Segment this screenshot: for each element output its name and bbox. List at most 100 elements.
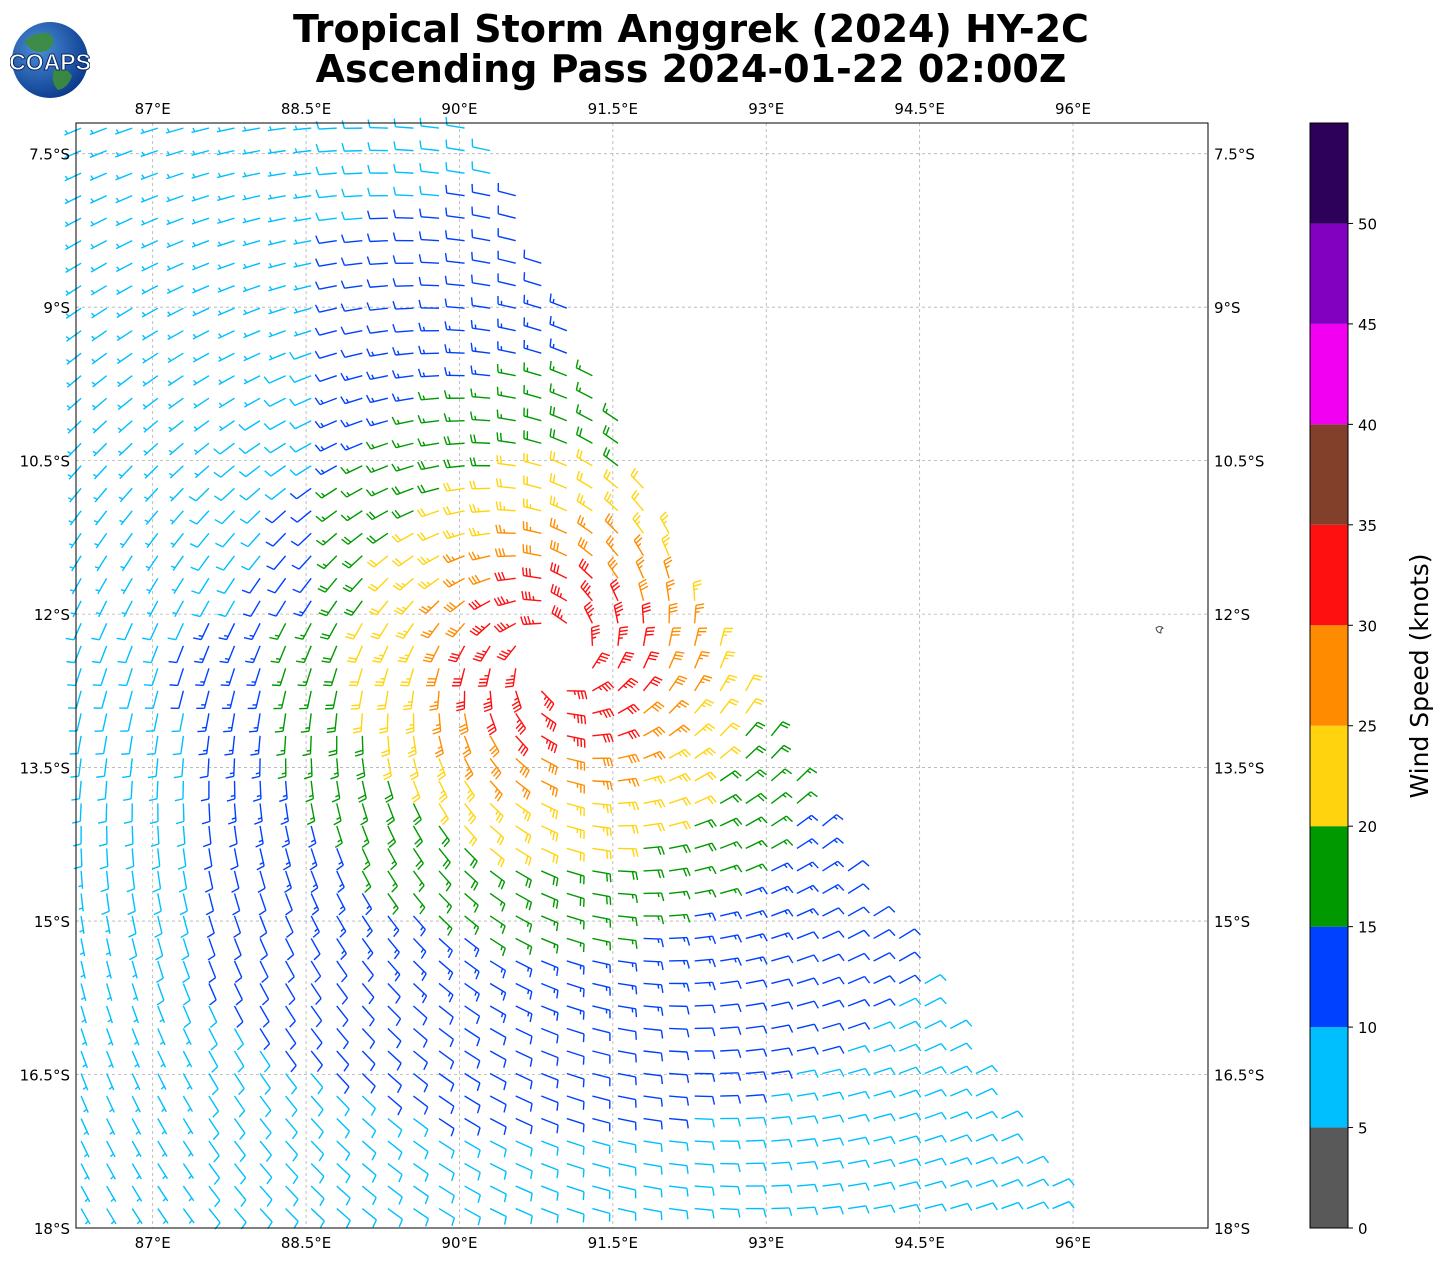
- x-tick-label-top: 91.5°E: [588, 100, 638, 118]
- wind-barb: [361, 848, 371, 871]
- wind-barb: [566, 870, 585, 885]
- wind-barb: [447, 645, 466, 663]
- wind-barb: [182, 1050, 193, 1068]
- wind-barb: [293, 330, 312, 337]
- colorbar-tick-label: 40: [1358, 416, 1377, 434]
- wind-barb: [208, 1118, 220, 1141]
- wind-barb: [218, 623, 236, 641]
- wind-barb: [541, 1050, 559, 1066]
- wind-barb: [745, 956, 768, 965]
- wind-barb: [336, 1095, 350, 1117]
- wind-barb: [566, 780, 585, 794]
- wind-barb: [549, 473, 568, 489]
- wind-barb: [438, 1140, 455, 1159]
- wind-barb: [464, 937, 480, 958]
- wind-barb: [566, 1050, 585, 1065]
- wind-barb: [469, 434, 491, 444]
- wind-barb: [898, 1043, 922, 1052]
- colorbar-tick-label: 0: [1358, 1220, 1368, 1238]
- wind-barb: [669, 959, 690, 969]
- wind-barb: [592, 681, 615, 692]
- wind-barb: [471, 138, 491, 152]
- wind-barb: [268, 330, 286, 338]
- wind-barb: [314, 442, 338, 452]
- wind-barb: [233, 1073, 245, 1096]
- wind-barb: [924, 974, 947, 985]
- wind-barb: [566, 960, 585, 975]
- wind-barb: [66, 375, 82, 388]
- wind-barb: [391, 440, 414, 449]
- wind-barb: [469, 622, 491, 636]
- wind-barb: [80, 960, 86, 979]
- wind-barb: [575, 426, 593, 444]
- wind-barb: [463, 780, 476, 803]
- wind-barb: [720, 1072, 742, 1081]
- colorbar-tick-label: 5: [1358, 1120, 1368, 1138]
- wind-barb: [592, 825, 612, 837]
- wind-barb: [617, 824, 639, 834]
- wind-barb: [464, 1185, 481, 1203]
- wind-barb: [669, 1117, 689, 1129]
- wind-barb: [321, 645, 338, 664]
- wind-barb: [541, 982, 559, 999]
- wind-barb: [146, 600, 159, 618]
- wind-barb: [64, 149, 82, 159]
- wind-barb: [366, 256, 388, 266]
- wind-barb: [69, 735, 82, 755]
- wind-barb: [822, 814, 844, 827]
- wind-barb: [241, 577, 261, 594]
- wind-barb: [150, 825, 160, 847]
- wind-barb: [361, 1073, 376, 1094]
- wind-barb: [217, 285, 235, 293]
- wind-barb: [613, 601, 624, 624]
- wind-barb: [180, 915, 189, 938]
- wind-barb: [341, 211, 363, 221]
- wind-barb: [822, 1091, 845, 1100]
- wind-barb: [259, 1073, 271, 1095]
- wind-barb: [341, 188, 363, 198]
- wind-barb: [438, 780, 448, 803]
- wind-barb: [264, 465, 287, 477]
- wind-barb: [80, 983, 87, 1002]
- wind-barb: [268, 600, 287, 617]
- wind-barb: [197, 713, 210, 733]
- wind-barb: [489, 1005, 507, 1024]
- wind-barb: [372, 645, 389, 663]
- wind-barb: [94, 713, 108, 732]
- wind-barb: [191, 217, 210, 225]
- wind-barb: [270, 645, 287, 664]
- wind-barb: [694, 842, 717, 852]
- gridlines: [76, 123, 1208, 1228]
- wind-barb: [566, 690, 588, 700]
- wind-barb: [489, 1185, 507, 1203]
- wind-barb: [540, 847, 559, 864]
- wind-barb: [771, 978, 794, 987]
- wind-barb: [73, 848, 83, 870]
- wind-barb: [105, 960, 112, 979]
- wind-barb: [92, 420, 108, 434]
- wind-barb: [361, 1185, 377, 1206]
- wind-barb: [233, 1050, 245, 1073]
- wind-barb: [442, 529, 465, 540]
- wind-barb: [106, 1163, 116, 1180]
- wind-barb: [242, 285, 261, 293]
- wind-barb: [148, 780, 159, 802]
- wind-barb: [950, 1088, 973, 1097]
- wind-barb: [418, 208, 440, 219]
- wind-barb: [266, 555, 287, 571]
- wind-barb: [604, 513, 619, 534]
- wind-barb: [92, 465, 108, 480]
- wind-barb: [796, 861, 819, 872]
- wind-barb: [745, 816, 768, 827]
- wind-barb: [356, 758, 366, 780]
- wind-barb: [924, 1111, 947, 1120]
- wind-barb: [306, 803, 316, 826]
- wind-barb: [418, 299, 440, 309]
- wind-barb: [193, 420, 210, 432]
- wind-barb: [242, 126, 261, 132]
- y-tick-label-right: 12°S: [1214, 606, 1250, 624]
- wind-barb: [233, 938, 242, 961]
- wind-barb: [668, 602, 678, 624]
- wind-barb: [522, 521, 542, 534]
- wind-barb: [230, 848, 239, 871]
